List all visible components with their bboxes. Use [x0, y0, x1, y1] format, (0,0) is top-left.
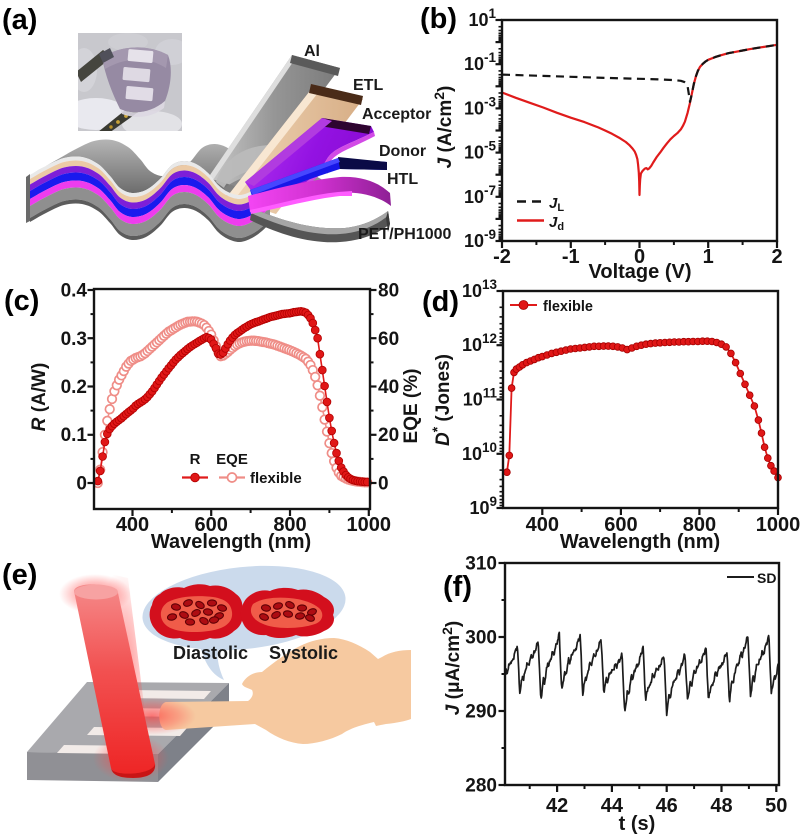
svg-text:300: 300 — [465, 628, 497, 649]
svg-text:(e): (e) — [2, 559, 37, 591]
svg-text:D* (Jones): D* (Jones) — [429, 354, 454, 446]
svg-text:0.2: 0.2 — [61, 377, 87, 398]
svg-text:EQE: EQE — [216, 451, 248, 468]
svg-text:t (s): t (s) — [619, 813, 656, 835]
svg-text:J (A/cm2): J (A/cm2) — [431, 86, 456, 169]
svg-text:10-3: 10-3 — [464, 94, 497, 118]
svg-text:44: 44 — [601, 795, 624, 817]
svg-text:800: 800 — [273, 514, 306, 536]
svg-text:Systolic: Systolic — [269, 643, 338, 663]
svg-text:600: 600 — [604, 514, 637, 536]
svg-text:1011: 1011 — [463, 386, 498, 410]
svg-text:400: 400 — [526, 514, 559, 536]
svg-text:flexible: flexible — [543, 299, 593, 315]
svg-text:(d): (d) — [422, 286, 459, 318]
svg-text:40: 40 — [378, 377, 399, 398]
svg-text:48: 48 — [710, 795, 732, 817]
svg-text:20: 20 — [378, 425, 399, 446]
svg-text:R: R — [190, 451, 201, 468]
svg-text:1000: 1000 — [756, 514, 800, 536]
svg-text:310: 310 — [465, 554, 497, 575]
svg-text:290: 290 — [465, 702, 497, 723]
svg-text:(c): (c) — [4, 285, 39, 317]
svg-text:(b): (b) — [420, 3, 457, 35]
svg-text:109: 109 — [469, 494, 497, 518]
svg-text:10-9: 10-9 — [464, 227, 496, 251]
svg-text:J (μA/cm2): J (μA/cm2) — [439, 621, 464, 715]
svg-text:0: 0 — [634, 246, 645, 268]
svg-text:0.3: 0.3 — [61, 329, 87, 350]
svg-text:(f): (f) — [443, 571, 472, 603]
svg-text:80: 80 — [378, 281, 399, 302]
svg-text:(a): (a) — [2, 4, 37, 36]
svg-text:0: 0 — [76, 474, 87, 495]
svg-text:1000: 1000 — [347, 514, 392, 536]
svg-text:60: 60 — [378, 329, 399, 350]
svg-text:101: 101 — [468, 6, 496, 30]
svg-text:R (A/W): R (A/W) — [29, 363, 50, 432]
svg-text:50: 50 — [765, 795, 787, 817]
svg-text:Acceptor: Acceptor — [362, 106, 431, 123]
svg-text:Diastolic: Diastolic — [173, 643, 248, 663]
svg-text:10-1: 10-1 — [464, 50, 497, 74]
svg-text:0: 0 — [378, 474, 389, 495]
svg-text:400: 400 — [116, 514, 149, 536]
svg-text:Donor: Donor — [379, 143, 426, 160]
svg-text:Wavelength (nm): Wavelength (nm) — [151, 531, 311, 553]
svg-text:600: 600 — [195, 514, 228, 536]
svg-text:280: 280 — [465, 776, 497, 797]
svg-text:JL: JL — [549, 195, 564, 214]
svg-text:flexible: flexible — [250, 470, 302, 487]
svg-text:PET/PH1000: PET/PH1000 — [358, 226, 451, 243]
svg-text:10-5: 10-5 — [464, 139, 497, 163]
svg-text:Voltage (V): Voltage (V) — [589, 261, 692, 283]
svg-text:0.1: 0.1 — [61, 425, 88, 446]
svg-text:Al: Al — [304, 43, 320, 60]
svg-text:2: 2 — [771, 246, 782, 268]
svg-text:SD: SD — [757, 570, 776, 586]
svg-text:ETL: ETL — [353, 77, 383, 94]
svg-text:1010: 1010 — [462, 440, 497, 464]
svg-text:EQE (%): EQE (%) — [401, 369, 422, 444]
svg-text:1013: 1013 — [462, 277, 498, 301]
svg-text:-2: -2 — [493, 246, 511, 268]
svg-text:800: 800 — [683, 514, 716, 536]
svg-text:Jd: Jd — [549, 214, 564, 233]
svg-text:0.4: 0.4 — [61, 281, 88, 302]
svg-text:46: 46 — [656, 795, 678, 817]
svg-text:42: 42 — [546, 795, 568, 817]
svg-text:1012: 1012 — [462, 331, 497, 355]
svg-text:10-7: 10-7 — [464, 183, 496, 207]
svg-text:Wavelength (nm): Wavelength (nm) — [560, 531, 720, 553]
svg-text:-1: -1 — [562, 246, 580, 268]
svg-text:1: 1 — [703, 246, 714, 268]
svg-text:HTL: HTL — [387, 171, 418, 188]
